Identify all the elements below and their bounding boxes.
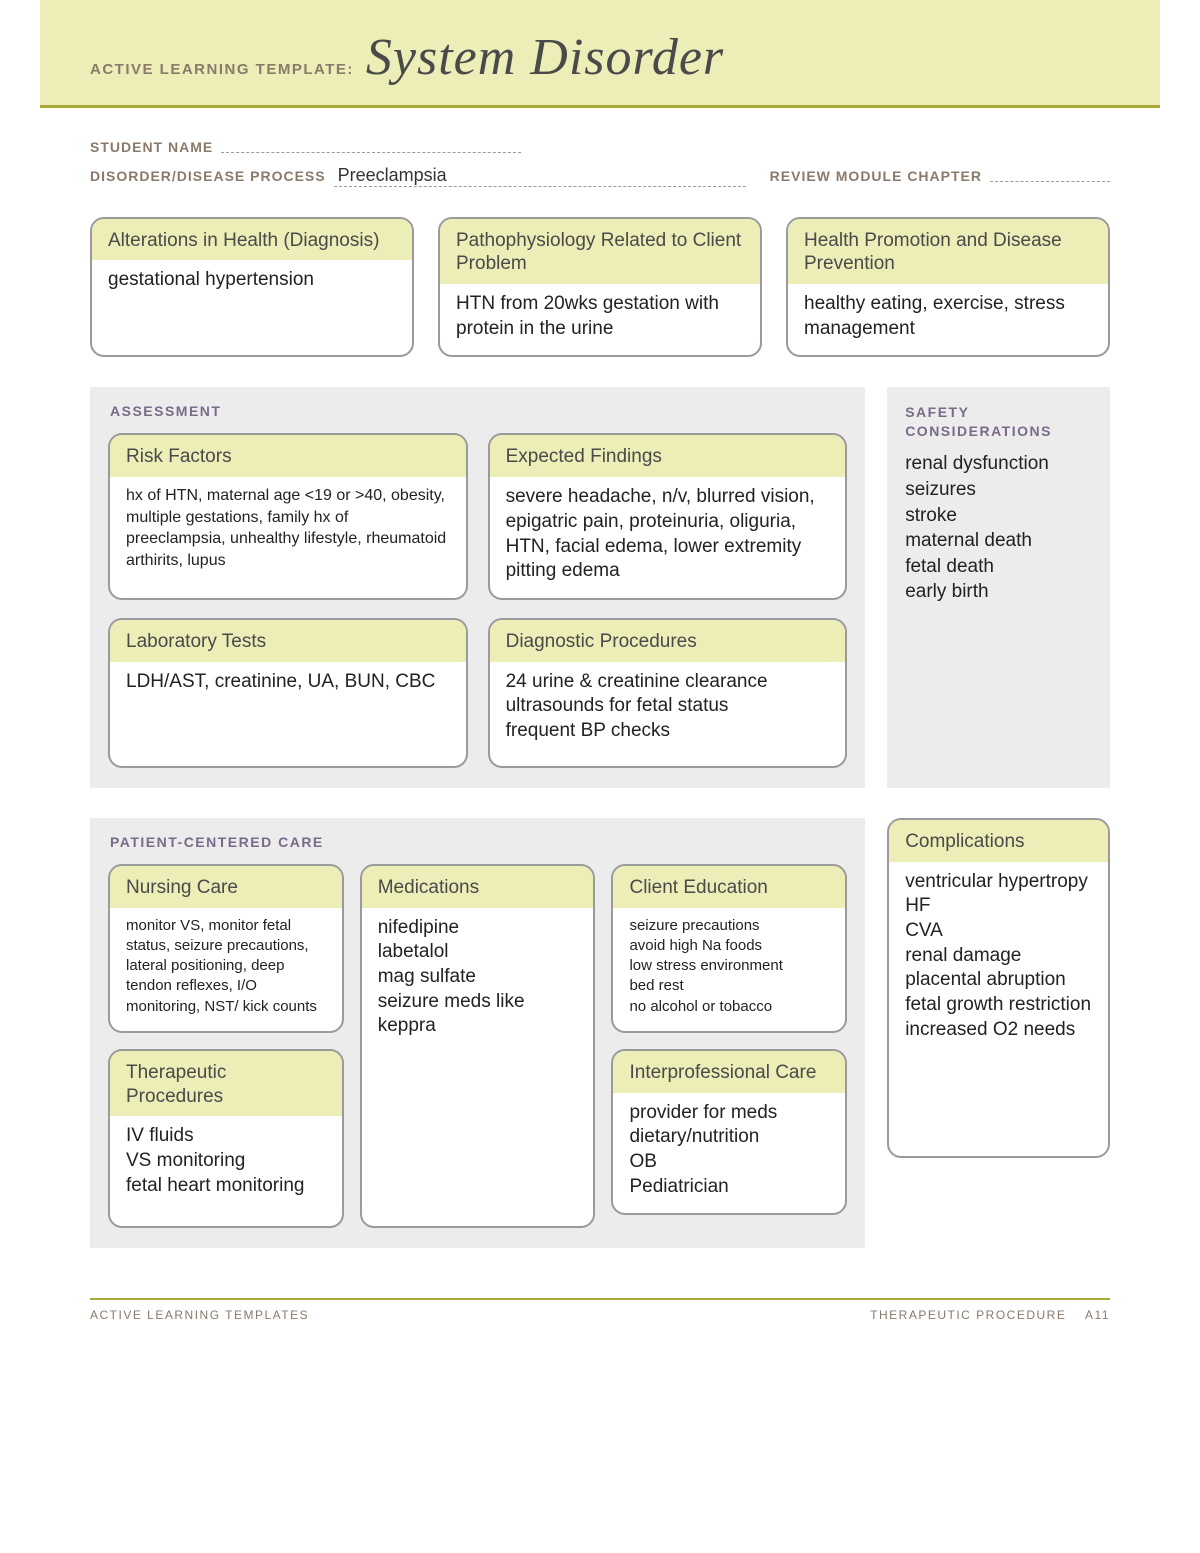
card-alterations: Alterations in Health (Diagnosis) gestat…: [90, 217, 414, 358]
card-body: severe headache, n/v, blurred vision, ep…: [490, 477, 846, 598]
section-title-pcc: PATIENT-CENTERED CARE: [110, 834, 847, 850]
footer-right-label: THERAPEUTIC PROCEDURE: [870, 1308, 1066, 1322]
card-title: Health Promotion and Disease Prevention: [788, 219, 1108, 285]
card-lab-tests: Laboratory Tests LDH/AST, creatinine, UA…: [108, 618, 468, 768]
card-body: ventricular hypertropy HF CVA renal dama…: [889, 862, 1108, 1057]
top-row: Alterations in Health (Diagnosis) gestat…: [90, 217, 1110, 358]
safety-column: SAFETY CONSIDERATIONS renal dysfunction …: [887, 387, 1110, 788]
card-pathophysiology: Pathophysiology Related to Client Proble…: [438, 217, 762, 358]
card-title: Client Education: [613, 866, 845, 908]
card-title: Pathophysiology Related to Client Proble…: [440, 219, 760, 285]
card-medications: Medications nifedipine labetalol mag sul…: [360, 864, 596, 1229]
card-client-education: Client Education seizure precautions avo…: [611, 864, 847, 1033]
student-name-label: STUDENT NAME: [90, 139, 213, 155]
card-title: Complications: [889, 820, 1108, 862]
card-health-promotion: Health Promotion and Disease Prevention …: [786, 217, 1110, 358]
card-title: Risk Factors: [110, 435, 466, 477]
card-body: gestational hypertension: [92, 260, 412, 307]
card-body: nifedipine labetalol mag sulfate seizure…: [362, 908, 594, 1053]
card-title: Alterations in Health (Diagnosis): [92, 219, 412, 261]
card-title: Medications: [362, 866, 594, 908]
header-banner: ACTIVE LEARNING TEMPLATE: System Disorde…: [40, 0, 1160, 108]
card-body: provider for meds dietary/nutrition OB P…: [613, 1093, 845, 1214]
safety-body: renal dysfunction seizures stroke matern…: [905, 451, 1092, 605]
card-diagnostic-procedures: Diagnostic Procedures 24 urine & creatin…: [488, 618, 848, 768]
card-risk-factors: Risk Factors hx of HTN, maternal age <19…: [108, 433, 468, 600]
chapter-field[interactable]: [990, 165, 1110, 182]
content-area: Alterations in Health (Diagnosis) gestat…: [90, 217, 1110, 1249]
card-body: IV fluids VS monitoring fetal heart moni…: [110, 1116, 342, 1226]
meta-block: STUDENT NAME DISORDER/DISEASE PROCESS Pr…: [90, 136, 1110, 187]
page-title: System Disorder: [366, 28, 724, 87]
card-title: Expected Findings: [490, 435, 846, 477]
card-body: seizure precautions avoid high Na foods …: [613, 908, 845, 1031]
section-title-assessment: ASSESSMENT: [110, 403, 847, 419]
card-body: hx of HTN, maternal age <19 or >40, obes…: [110, 477, 466, 585]
card-therapeutic-procedures: Therapeutic Procedures IV fluids VS moni…: [108, 1049, 344, 1229]
card-title: Nursing Care: [110, 866, 342, 908]
card-title: Therapeutic Procedures: [110, 1051, 342, 1117]
student-name-field[interactable]: [221, 136, 521, 153]
card-interprofessional-care: Interprofessional Care provider for meds…: [611, 1049, 847, 1216]
complications-column: Complications ventricular hypertropy HF …: [887, 818, 1110, 1249]
card-body: HTN from 20wks gestation with protein in…: [440, 284, 760, 355]
page: ACTIVE LEARNING TEMPLATE: System Disorde…: [40, 0, 1160, 1362]
card-body: healthy eating, exercise, stress managem…: [788, 284, 1108, 355]
pcc-split: PATIENT-CENTERED CARE Nursing Care monit…: [90, 818, 1110, 1249]
assessment-section: ASSESSMENT Risk Factors hx of HTN, mater…: [90, 387, 865, 788]
disorder-label: DISORDER/DISEASE PROCESS: [90, 168, 326, 184]
card-expected-findings: Expected Findings severe headache, n/v, …: [488, 433, 848, 600]
disorder-field[interactable]: Preeclampsia: [334, 170, 746, 187]
section-title-safety: SAFETY CONSIDERATIONS: [905, 403, 1092, 441]
card-title: Diagnostic Procedures: [490, 620, 846, 662]
card-body: 24 urine & creatinine clearance ultrasou…: [490, 662, 846, 758]
chapter-label: REVIEW MODULE CHAPTER: [770, 168, 982, 184]
card-body: LDH/AST, creatinine, UA, BUN, CBC: [110, 662, 466, 709]
safety-section: SAFETY CONSIDERATIONS renal dysfunction …: [887, 387, 1110, 788]
card-nursing-care: Nursing Care monitor VS, monitor fetal s…: [108, 864, 344, 1033]
pcc-section: PATIENT-CENTERED CARE Nursing Care monit…: [90, 818, 865, 1249]
assessment-split: ASSESSMENT Risk Factors hx of HTN, mater…: [90, 387, 1110, 788]
footer-left: ACTIVE LEARNING TEMPLATES: [90, 1308, 309, 1322]
footer-page-number: A11: [1085, 1308, 1110, 1322]
card-body: monitor VS, monitor fetal status, seizur…: [110, 908, 342, 1031]
card-complications: Complications ventricular hypertropy HF …: [887, 818, 1110, 1158]
card-title: Laboratory Tests: [110, 620, 466, 662]
page-footer: ACTIVE LEARNING TEMPLATES THERAPEUTIC PR…: [90, 1298, 1110, 1322]
card-title: Interprofessional Care: [613, 1051, 845, 1093]
template-label: ACTIVE LEARNING TEMPLATE:: [90, 61, 354, 78]
